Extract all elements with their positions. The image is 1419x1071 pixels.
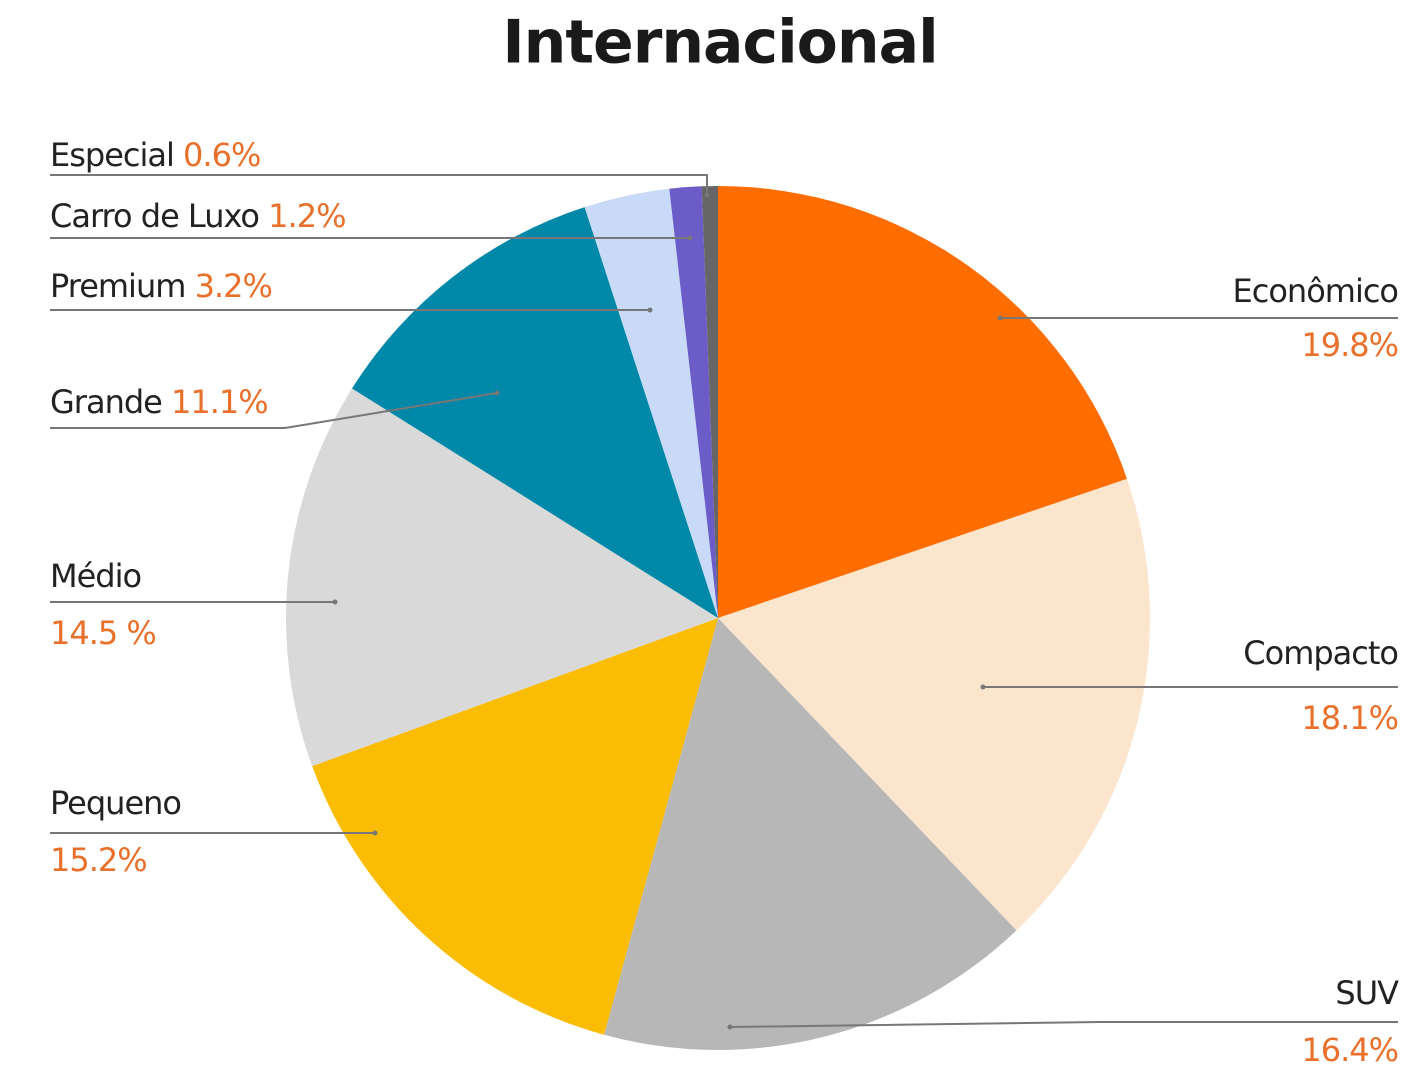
- chart-title: Internacional: [502, 8, 937, 78]
- category-name: Premium: [50, 267, 185, 305]
- value-label: 3.2%: [195, 267, 272, 305]
- category-name: Pequeno: [50, 784, 181, 822]
- leader-line: [729, 1021, 1398, 1028]
- leader-dot: [997, 315, 1003, 321]
- pie-slice: [718, 186, 1127, 618]
- slice-label: Grande 11.1%: [50, 383, 268, 421]
- pie-slice: [584, 188, 718, 619]
- category-name: Carro de Luxo: [50, 197, 259, 235]
- pie-slice: [604, 618, 1017, 1051]
- leader-dot: [704, 192, 710, 198]
- leader-dot: [727, 1024, 733, 1030]
- pie-slice: [669, 186, 718, 618]
- pie-slice: [718, 478, 1150, 931]
- pie-slice: [312, 618, 718, 1035]
- leader-dot: [332, 599, 338, 605]
- leader-dot: [980, 684, 986, 690]
- category-name: Econômico: [1233, 272, 1398, 310]
- value-label: 0.6%: [183, 136, 260, 174]
- leader-line: [50, 392, 498, 429]
- value-label: 19.8%: [1301, 326, 1398, 364]
- category-name: Grande: [50, 383, 162, 421]
- category-name: Compacto: [1243, 634, 1398, 672]
- pie-slice: [285, 388, 718, 767]
- category-name: SUV: [1335, 974, 1399, 1012]
- slice-label: Carro de Luxo 1.2%: [50, 197, 345, 235]
- slice-label: Especial 0.6%: [50, 136, 260, 174]
- value-label: 16.4%: [1301, 1031, 1398, 1069]
- leader-dot: [494, 390, 500, 396]
- category-name: Especial: [50, 136, 174, 174]
- leader-dot: [687, 235, 693, 241]
- value-label: 11.1%: [171, 383, 268, 421]
- category-name: Médio: [50, 557, 141, 595]
- pie-slice: [701, 186, 718, 618]
- slice-label: Premium 3.2%: [50, 267, 272, 305]
- leader-line: [50, 174, 708, 195]
- leader-dot: [372, 830, 378, 836]
- value-label: 18.1%: [1301, 699, 1398, 737]
- leader-dot: [647, 307, 653, 313]
- value-label: 15.2%: [50, 841, 147, 879]
- value-label: 1.2%: [268, 197, 345, 235]
- value-label: 14.5 %: [50, 614, 156, 652]
